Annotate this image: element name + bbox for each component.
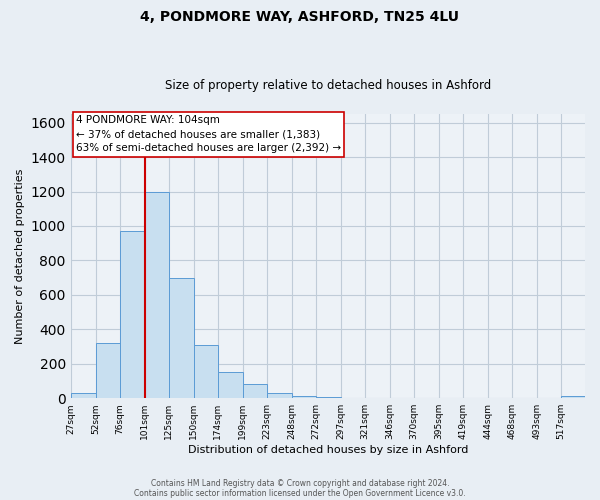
Text: 4, PONDMORE WAY, ASHFORD, TN25 4LU: 4, PONDMORE WAY, ASHFORD, TN25 4LU xyxy=(140,10,460,24)
Bar xyxy=(119,231,145,398)
Y-axis label: Number of detached properties: Number of detached properties xyxy=(15,168,25,344)
Bar xyxy=(169,278,194,398)
Bar xyxy=(292,396,316,398)
Text: Contains public sector information licensed under the Open Government Licence v3: Contains public sector information licen… xyxy=(134,488,466,498)
Text: Contains HM Land Registry data © Crown copyright and database right 2024.: Contains HM Land Registry data © Crown c… xyxy=(151,478,449,488)
Bar xyxy=(243,384,267,398)
Bar xyxy=(194,345,218,398)
Bar xyxy=(145,192,169,398)
Text: 4 PONDMORE WAY: 104sqm
← 37% of detached houses are smaller (1,383)
63% of semi-: 4 PONDMORE WAY: 104sqm ← 37% of detached… xyxy=(76,116,341,154)
Title: Size of property relative to detached houses in Ashford: Size of property relative to detached ho… xyxy=(165,79,491,92)
X-axis label: Distribution of detached houses by size in Ashford: Distribution of detached houses by size … xyxy=(188,445,468,455)
Bar xyxy=(218,372,243,398)
Bar xyxy=(71,393,95,398)
Bar xyxy=(267,393,292,398)
Bar xyxy=(95,343,119,398)
Bar xyxy=(561,396,585,398)
